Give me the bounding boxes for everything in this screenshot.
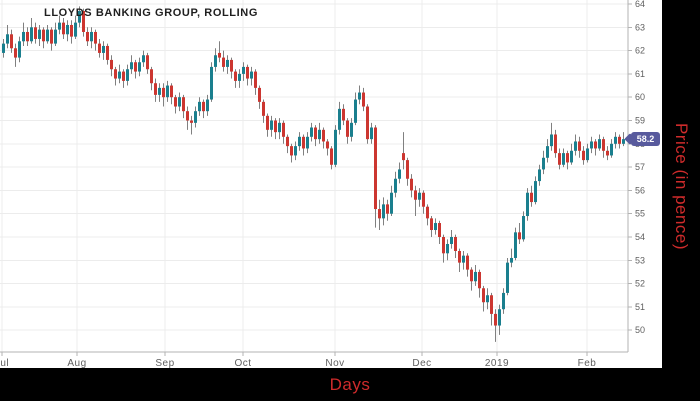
y-tick-label: 51 (635, 302, 645, 312)
x-tick-label: Jul (0, 358, 9, 368)
y-tick-label: 62 (635, 46, 645, 56)
x-tick-label: Nov (325, 358, 344, 368)
plot-area: JulAugSepOctNovDec2019Feb646362616059585… (0, 0, 662, 368)
y-tick-label: 54 (635, 232, 645, 242)
x-axis-title: Days (329, 374, 371, 394)
price-badge-pointer (624, 133, 636, 145)
y-tick-label: 63 (635, 22, 645, 32)
x-tick-label: Aug (67, 358, 86, 368)
x-tick-label: 2019 (485, 358, 509, 368)
y-tick-label: 60 (635, 92, 645, 102)
y-tick-label: 50 (635, 325, 645, 335)
y-axis-title-panel: Price (in pence) (662, 0, 700, 401)
last-price-badge: 58.2 (624, 132, 660, 147)
y-tick-label: 52 (635, 279, 645, 289)
y-tick-label: 61 (635, 69, 645, 79)
candlestick-chart[interactable]: JulAugSepOctNovDec2019Feb646362616059585… (0, 0, 662, 368)
y-tick-label: 53 (635, 255, 645, 265)
y-axis-title: Price (in pence) (672, 122, 691, 251)
y-tick-label: 55 (635, 209, 645, 219)
last-price-value: 58.2 (636, 134, 655, 145)
x-tick-label: Sep (155, 358, 174, 368)
y-tick-label: 57 (635, 162, 645, 172)
y-tick-label: 56 (635, 185, 645, 195)
x-tick-label: Dec (412, 358, 431, 368)
x-axis-title-panel: Days (0, 368, 700, 401)
x-tick-label: Feb (578, 358, 597, 368)
y-tick-label: 59 (635, 116, 645, 126)
y-tick-label: 64 (635, 0, 645, 9)
x-tick-label: Oct (234, 358, 251, 368)
